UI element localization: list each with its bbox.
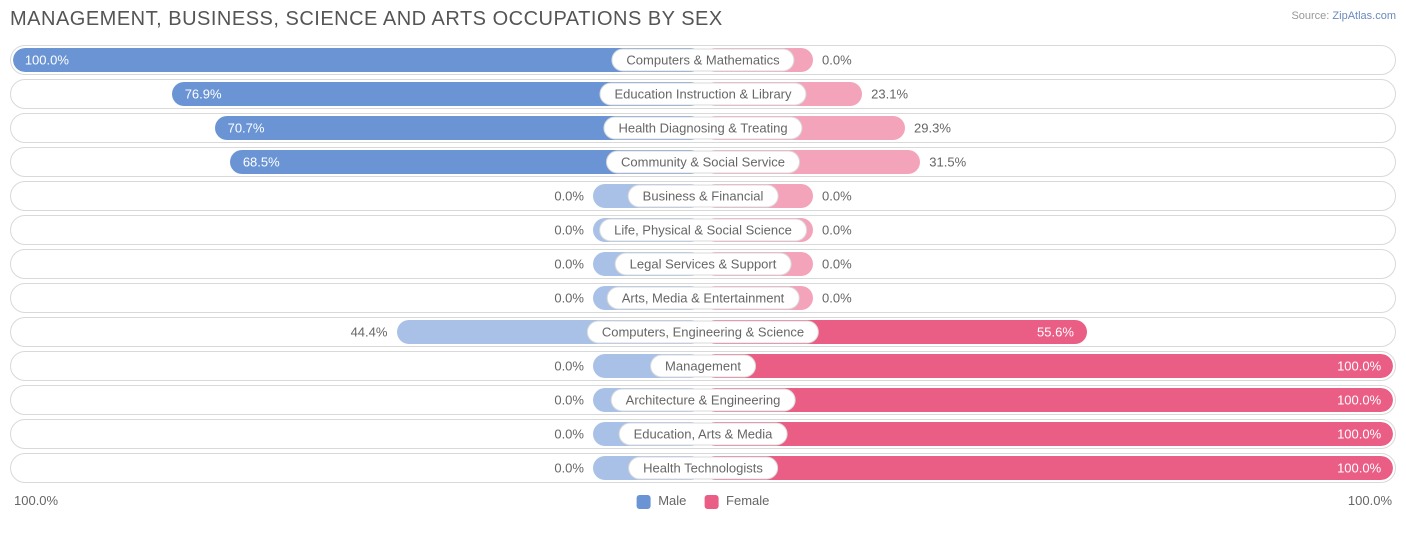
chart-row: 0.0% 0.0% Legal Services & Support — [10, 249, 1396, 279]
female-bar — [703, 422, 1393, 446]
female-pct-label: 23.1% — [871, 87, 908, 102]
male-pct-label: 0.0% — [554, 189, 584, 204]
chart-rows: 100.0% 0.0% Computers & Mathematics 76.9% 23… — [10, 45, 1396, 483]
category-label: Education, Arts & Media — [619, 423, 788, 446]
male-pct-label: 0.0% — [554, 291, 584, 306]
female-pct-label: 0.0% — [822, 291, 852, 306]
category-label: Computers & Mathematics — [611, 49, 794, 72]
chart-row: 0.0% 100.0% Health Technologists — [10, 453, 1396, 483]
chart-row: 100.0% 0.0% Computers & Mathematics — [10, 45, 1396, 75]
chart-row: 0.0% 0.0% Life, Physical & Social Science — [10, 215, 1396, 245]
male-bar — [13, 48, 703, 72]
category-label: Legal Services & Support — [615, 253, 792, 276]
female-pct-label: 100.0% — [1337, 393, 1381, 408]
male-pct-label: 44.4% — [351, 325, 388, 340]
category-label: Management — [650, 355, 756, 378]
chart-row: 68.5% 31.5% Community & Social Service — [10, 147, 1396, 177]
axis-right-label: 100.0% — [1348, 493, 1392, 508]
female-pct-label: 0.0% — [822, 189, 852, 204]
female-swatch-icon — [704, 495, 718, 509]
chart-row: 0.0% 100.0% Education, Arts & Media — [10, 419, 1396, 449]
female-pct-label: 0.0% — [822, 53, 852, 68]
male-swatch-icon — [637, 495, 651, 509]
male-pct-label: 0.0% — [554, 393, 584, 408]
chart-row: 0.0% 0.0% Arts, Media & Entertainment — [10, 283, 1396, 313]
female-pct-label: 100.0% — [1337, 427, 1381, 442]
category-label: Health Technologists — [628, 457, 778, 480]
chart-row: 0.0% 100.0% Management — [10, 351, 1396, 381]
axis-left-label: 100.0% — [14, 493, 58, 508]
male-pct-label: 0.0% — [554, 257, 584, 272]
chart-row: 44.4% 55.6% Computers, Engineering & Scien… — [10, 317, 1396, 347]
female-pct-label: 55.6% — [1037, 325, 1074, 340]
male-pct-label: 0.0% — [554, 223, 584, 238]
source-attribution: Source: ZipAtlas.com — [1291, 8, 1396, 22]
chart-row: 0.0% 0.0% Business & Financial — [10, 181, 1396, 211]
female-pct-label: 31.5% — [929, 155, 966, 170]
category-label: Community & Social Service — [606, 151, 800, 174]
source-label: Source: — [1291, 10, 1329, 22]
chart-header: MANAGEMENT, BUSINESS, SCIENCE AND ARTS O… — [10, 8, 1396, 31]
chart-row: 0.0% 100.0% Architecture & Engineering — [10, 385, 1396, 415]
legend-female-label: Female — [726, 493, 769, 508]
chart-axis: 100.0% Male Female 100.0% — [10, 493, 1396, 515]
category-label: Arts, Media & Entertainment — [607, 287, 800, 310]
male-pct-label: 100.0% — [25, 53, 69, 68]
female-bar — [703, 354, 1393, 378]
female-pct-label: 100.0% — [1337, 359, 1381, 374]
chart-legend: Male Female — [637, 493, 770, 509]
male-pct-label: 0.0% — [554, 359, 584, 374]
legend-male: Male — [637, 493, 687, 509]
category-label: Health Diagnosing & Treating — [603, 117, 802, 140]
male-pct-label: 70.7% — [228, 121, 265, 136]
category-label: Computers, Engineering & Science — [587, 321, 819, 344]
chart-container: MANAGEMENT, BUSINESS, SCIENCE AND ARTS O… — [0, 0, 1406, 559]
legend-female: Female — [704, 493, 769, 509]
female-pct-label: 29.3% — [914, 121, 951, 136]
female-pct-label: 100.0% — [1337, 461, 1381, 476]
source-link[interactable]: ZipAtlas.com — [1332, 10, 1396, 22]
chart-row: 76.9% 23.1% Education Instruction & Librar… — [10, 79, 1396, 109]
male-pct-label: 0.0% — [554, 427, 584, 442]
male-pct-label: 68.5% — [243, 155, 280, 170]
category-label: Business & Financial — [628, 185, 779, 208]
legend-male-label: Male — [658, 493, 686, 508]
male-pct-label: 76.9% — [185, 87, 222, 102]
chart-row: 70.7% 29.3% Health Diagnosing & Treating — [10, 113, 1396, 143]
category-label: Life, Physical & Social Science — [599, 219, 807, 242]
category-label: Architecture & Engineering — [611, 389, 796, 412]
female-bar — [703, 388, 1393, 412]
chart-title: MANAGEMENT, BUSINESS, SCIENCE AND ARTS O… — [10, 8, 723, 31]
female-pct-label: 0.0% — [822, 257, 852, 272]
female-pct-label: 0.0% — [822, 223, 852, 238]
male-pct-label: 0.0% — [554, 461, 584, 476]
female-bar — [703, 456, 1393, 480]
category-label: Education Instruction & Library — [599, 83, 806, 106]
